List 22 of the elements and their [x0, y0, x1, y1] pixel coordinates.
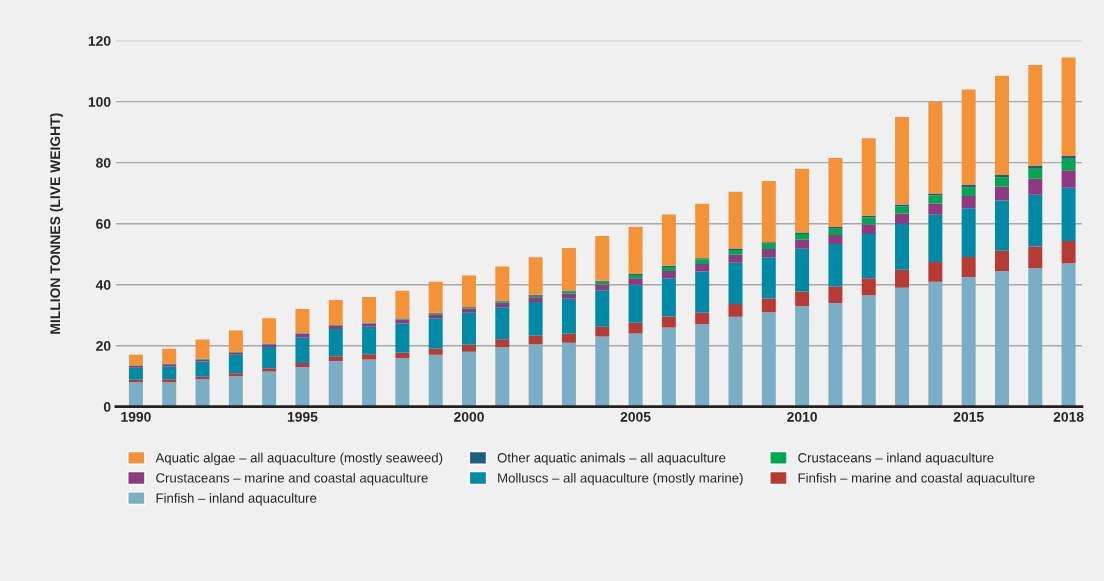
legend-label: Aquatic algae – all aquaculture (mostly seaweed)	[155, 452, 443, 466]
x-tick-label: 2015	[953, 411, 984, 422]
legend-label: Crustaceans – marine and coastal aquaculture	[156, 472, 428, 486]
x-tick-label: 2010	[787, 411, 817, 422]
x-tick-label: 2000	[454, 411, 484, 422]
x-tick-label: 2018	[1053, 411, 1084, 422]
x-tick-label: 2005	[620, 411, 651, 422]
legend-label: Finfish – marine and coastal aquaculture	[798, 472, 1035, 486]
y-axis-title: MILLION TONNES (LIVE WEIGHT)	[49, 113, 63, 334]
y-tick-label: 80	[96, 158, 111, 168]
y-tick-label: 60	[96, 219, 111, 229]
y-tick-label: 0	[103, 402, 111, 412]
legend-label: Molluscs – all aquaculture (mostly marine)	[498, 472, 743, 486]
legend-label: Crustaceans – inland aquaculture	[798, 452, 994, 466]
y-tick-label: 120	[88, 36, 111, 46]
legend-label: Finfish – inland aquaculture	[156, 493, 317, 506]
y-tick-label: 100	[88, 97, 111, 107]
x-tick-label: 1995	[287, 411, 318, 422]
x-tick-label: 1990	[121, 411, 151, 422]
y-tick-label: 40	[95, 280, 111, 290]
legend-label: Other aquatic animals – all aquaculture	[497, 452, 726, 466]
y-tick-label: 20	[96, 341, 111, 351]
